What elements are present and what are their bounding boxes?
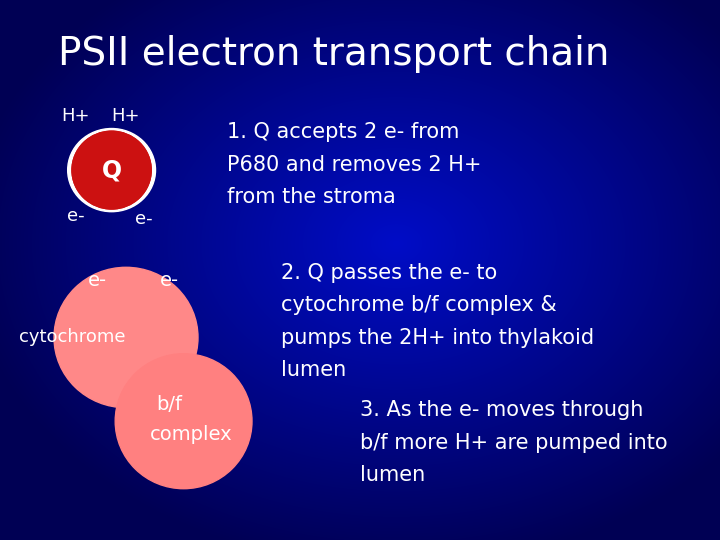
Text: Q: Q (102, 158, 122, 182)
Text: e-: e- (135, 210, 153, 228)
Text: cytochrome: cytochrome (19, 328, 125, 347)
Ellipse shape (72, 131, 151, 209)
Text: e-: e- (88, 271, 107, 291)
Text: cytochrome b/f complex &: cytochrome b/f complex & (281, 295, 557, 315)
Text: lumen: lumen (281, 360, 346, 380)
Text: lumen: lumen (360, 465, 426, 485)
Text: H+: H+ (112, 107, 140, 125)
Text: e-: e- (67, 207, 84, 225)
Text: b/f: b/f (156, 395, 182, 415)
Text: H+: H+ (61, 107, 90, 125)
Text: complex: complex (150, 425, 232, 444)
Text: 1. Q accepts 2 e- from: 1. Q accepts 2 e- from (227, 122, 459, 143)
Text: e-: e- (160, 271, 179, 291)
Text: pumps the 2H+ into thylakoid: pumps the 2H+ into thylakoid (281, 327, 594, 348)
Ellipse shape (115, 354, 252, 489)
Text: b/f more H+ are pumped into: b/f more H+ are pumped into (360, 433, 667, 453)
Ellipse shape (68, 129, 156, 212)
Ellipse shape (54, 267, 198, 408)
Text: PSII electron transport chain: PSII electron transport chain (58, 35, 609, 73)
Text: P680 and removes 2 H+: P680 and removes 2 H+ (227, 154, 481, 175)
Text: from the stroma: from the stroma (227, 187, 395, 207)
Text: 2. Q passes the e- to: 2. Q passes the e- to (281, 262, 497, 283)
Ellipse shape (72, 131, 151, 209)
Text: 3. As the e- moves through: 3. As the e- moves through (360, 400, 644, 421)
